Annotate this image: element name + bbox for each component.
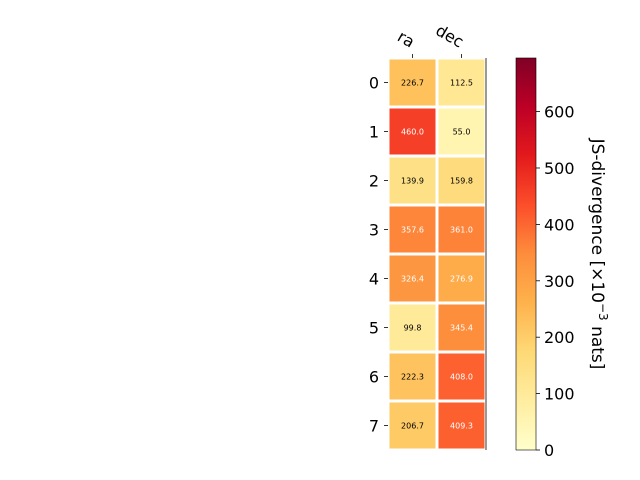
cell-value-label: 361.0 bbox=[450, 226, 473, 235]
heatmap-cell-r7-dec bbox=[438, 402, 485, 449]
row-tick-label: 0 bbox=[369, 74, 379, 93]
cell-value-label: 99.8 bbox=[404, 324, 422, 333]
colorbar-tick-label: 300 bbox=[544, 272, 575, 291]
cell-value-label: 357.6 bbox=[401, 226, 424, 235]
colorbar-ticks: 0 100 200 300 400 500 600 bbox=[536, 103, 575, 460]
row-tick-label: 3 bbox=[369, 221, 379, 240]
column-tick-label: ra bbox=[394, 27, 418, 52]
heatmap-cell-r5-ra bbox=[389, 304, 436, 351]
colorbar-tick-label: 0 bbox=[544, 441, 554, 460]
row-tick-label: 6 bbox=[369, 368, 379, 387]
cell-value-label: 409.3 bbox=[450, 422, 473, 431]
colorbar-gradient bbox=[515, 57, 537, 451]
colorbar-tick-label: 500 bbox=[544, 159, 575, 178]
heatmap-cell-r6-ra bbox=[389, 353, 436, 400]
heatmap-cell-r2-ra bbox=[389, 157, 436, 204]
row-tick-label: 1 bbox=[369, 123, 379, 142]
heatmap-cell-r7-ra bbox=[389, 402, 436, 449]
heatmap-cell-r4-dec bbox=[438, 255, 485, 302]
heatmap-cell-r4-ra bbox=[389, 255, 436, 302]
cell-value-label: 206.7 bbox=[401, 422, 424, 431]
heatmap-cell-r5-dec bbox=[438, 304, 485, 351]
column-axis: ra dec bbox=[394, 21, 467, 58]
colorbar-label: JS-divergence [×10−3 nats] bbox=[587, 138, 610, 370]
cell-value-label: 139.9 bbox=[401, 177, 424, 186]
cell-value-label: 408.0 bbox=[450, 373, 473, 382]
heatmap-cell-r3-ra bbox=[389, 206, 436, 253]
cell-value-label: 226.7 bbox=[401, 79, 424, 88]
heatmap-cell-r3-dec bbox=[438, 206, 485, 253]
colorbar-label-exponent: −3 bbox=[596, 303, 610, 321]
colorbar-tick-label: 100 bbox=[544, 385, 575, 404]
row-tick-label: 4 bbox=[369, 270, 379, 289]
row-axis: 0 1 2 3 4 5 6 7 bbox=[369, 74, 388, 436]
heatmap-cells bbox=[389, 59, 485, 449]
column-tick-label: dec bbox=[433, 21, 467, 52]
colorbar-label-tail: nats] bbox=[587, 321, 607, 370]
colorbar-tick-label: 600 bbox=[544, 103, 575, 122]
colorbar-label-main: JS-divergence [×10 bbox=[587, 138, 607, 303]
cell-value-label: 222.3 bbox=[401, 373, 424, 382]
heatmap-cell-r0-ra bbox=[389, 59, 436, 106]
cell-value-label: 326.4 bbox=[401, 275, 424, 284]
heatmap-cell-r0-dec bbox=[438, 59, 485, 106]
cell-value-label: 460.0 bbox=[401, 128, 424, 137]
cell-value-label: 159.8 bbox=[450, 177, 473, 186]
cell-value-label: 112.5 bbox=[450, 79, 473, 88]
heatmap-cell-r2-dec bbox=[438, 157, 485, 204]
heatmap-cell-r6-dec bbox=[438, 353, 485, 400]
row-tick-label: 7 bbox=[369, 417, 379, 436]
row-tick-label: 5 bbox=[369, 319, 379, 338]
colorbar-tick-label: 400 bbox=[544, 215, 575, 234]
cell-value-label: 55.0 bbox=[453, 128, 471, 137]
heatmap-cell-r1-ra bbox=[389, 108, 436, 155]
colorbar: 0 100 200 300 400 500 600 JS-divergence [×10−3… bbox=[515, 57, 610, 460]
heatmap-cell-r1-dec bbox=[438, 108, 485, 155]
cell-value-label: 276.9 bbox=[450, 275, 473, 284]
row-tick-label: 2 bbox=[369, 172, 379, 191]
colorbar-tick-label: 200 bbox=[544, 328, 575, 347]
cell-value-label: 345.4 bbox=[450, 324, 473, 333]
heatmap-cell-labels: 226.7 112.5 460.0 55.0 139.9 159.8 357.6 361.0 3… bbox=[401, 79, 473, 431]
